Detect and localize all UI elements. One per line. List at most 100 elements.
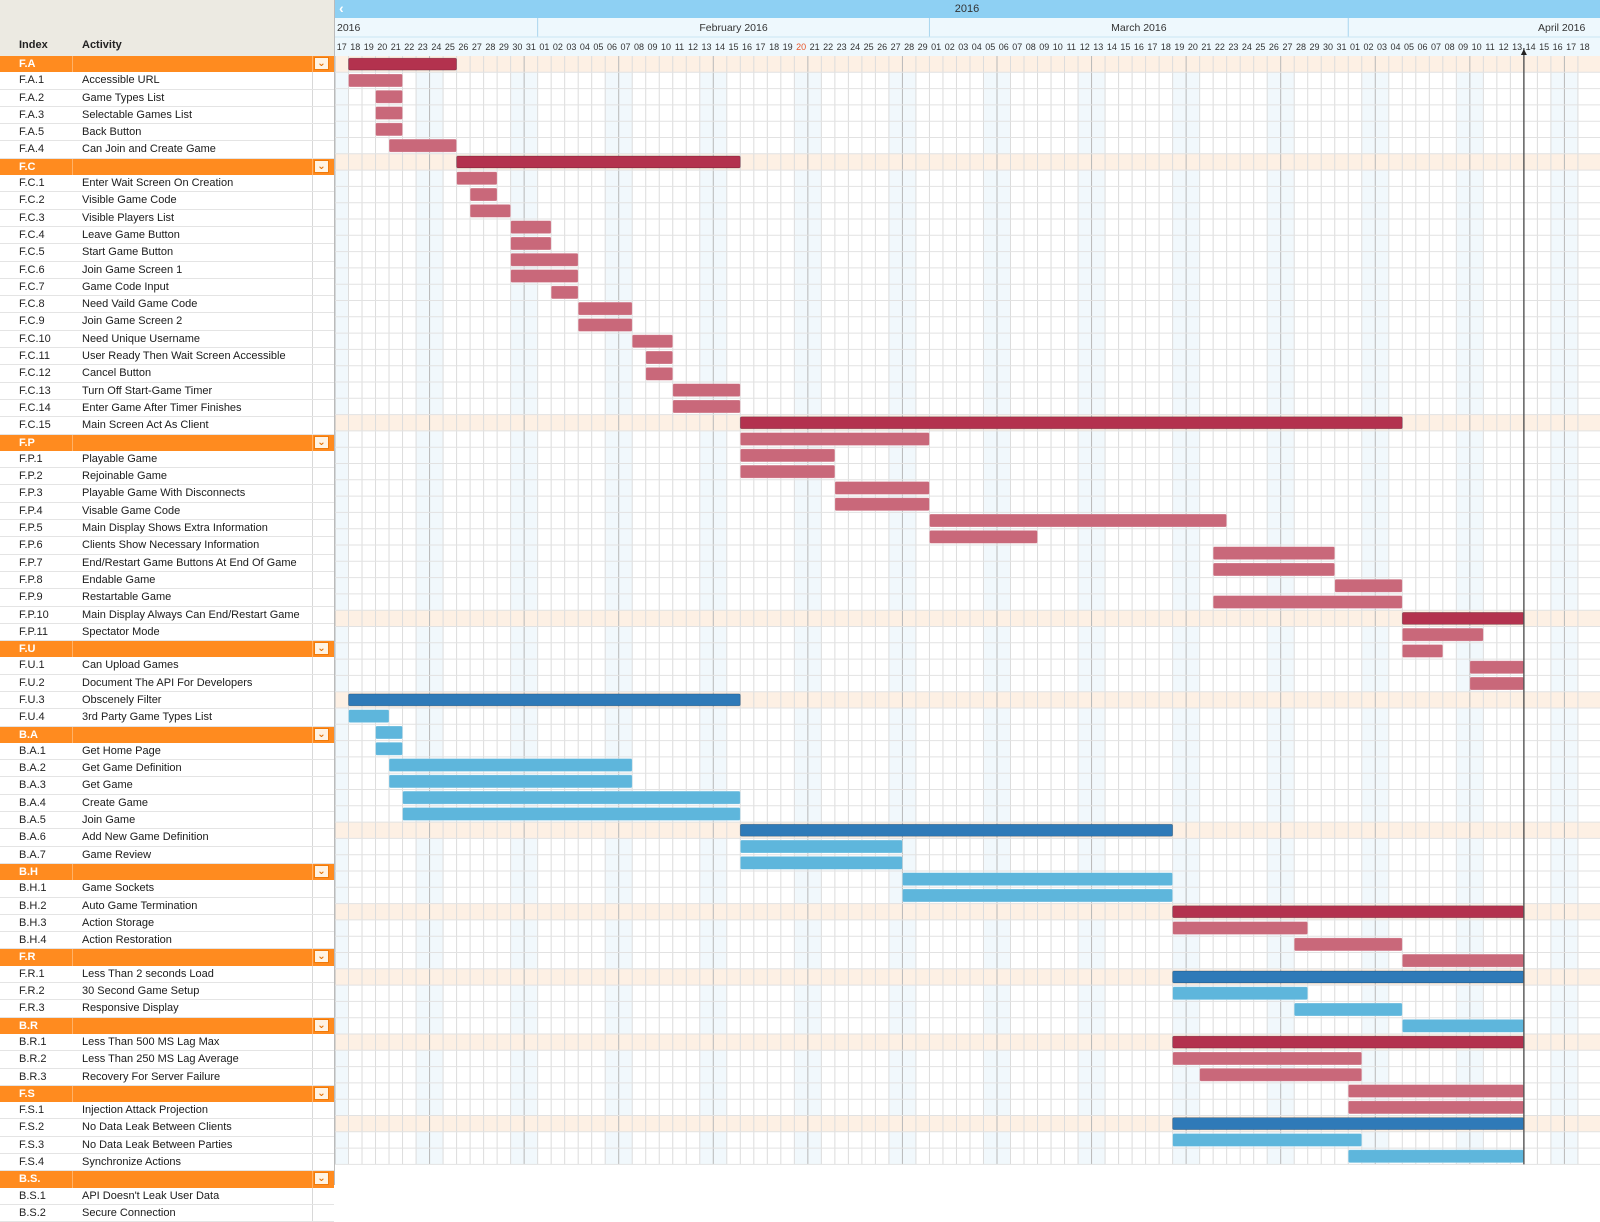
task-row[interactable]: F.C.10 Need Unique Username [0, 330, 334, 349]
task-bar[interactable] [672, 399, 741, 414]
task-row[interactable]: F.C.8 Need Vaild Game Code [0, 296, 334, 314]
task-row[interactable]: B.R.2 Less Than 250 MS Lag Average [0, 1051, 334, 1069]
task-row[interactable]: F.R.3 Responsive Display [0, 1000, 334, 1018]
task-bar[interactable] [1401, 953, 1525, 968]
group-row[interactable]: B.R ⌄ [0, 1017, 334, 1034]
task-row[interactable]: F.S.2 No Data Leak Between Clients [0, 1119, 334, 1137]
summary-bar[interactable] [1172, 1117, 1525, 1131]
task-bar[interactable] [672, 383, 741, 398]
task-bar[interactable] [1334, 578, 1403, 593]
task-row[interactable]: B.S.1 API Doesn't Leak User Data [0, 1187, 334, 1205]
task-row[interactable]: F.P.3 Playable Game With Disconnects [0, 485, 334, 503]
task-bar[interactable] [510, 236, 552, 251]
task-row[interactable]: B.A.3 Get Game [0, 777, 334, 795]
summary-bar[interactable] [1172, 905, 1525, 919]
task-bar[interactable] [929, 513, 1228, 528]
task-row[interactable]: F.C.11 User Ready Then Wait Screen Access… [0, 348, 334, 366]
task-bar[interactable] [348, 709, 390, 724]
task-bar[interactable] [1347, 1149, 1525, 1164]
task-row[interactable]: F.P.11 Spectator Mode [0, 623, 334, 642]
task-bar[interactable] [1172, 1051, 1363, 1066]
task-row[interactable]: F.P.10 Main Display Always Can End/Restar… [0, 606, 334, 624]
task-bar[interactable] [375, 122, 403, 137]
task-bar[interactable] [402, 807, 741, 821]
task-bar[interactable] [645, 350, 674, 365]
chevron-down-icon[interactable]: ⌄ [314, 1172, 329, 1186]
task-bar[interactable] [348, 73, 403, 88]
task-bar[interactable] [739, 432, 930, 446]
task-row[interactable]: F.R.2 30 Second Game Setup [0, 983, 334, 1001]
task-bar[interactable] [375, 89, 403, 104]
task-bar[interactable] [388, 774, 633, 789]
task-bar[interactable] [902, 872, 1174, 887]
task-row[interactable]: B.A.4 Create Game [0, 794, 334, 813]
task-bar[interactable] [834, 481, 930, 495]
task-bar[interactable] [739, 464, 836, 479]
task-row[interactable]: B.H.4 Action Restoration [0, 932, 334, 950]
summary-bar[interactable] [739, 823, 1174, 837]
chevron-down-icon[interactable]: ⌄ [314, 727, 329, 741]
task-bar[interactable] [375, 741, 403, 756]
task-row[interactable]: B.A.7 Game Review [0, 846, 334, 864]
index-column-header[interactable]: Index [19, 39, 48, 51]
group-row[interactable]: F.P ⌄ [0, 434, 334, 451]
task-bar[interactable] [1172, 986, 1309, 1001]
task-bar[interactable] [1401, 1018, 1525, 1033]
task-row[interactable]: F.C.13 Turn Off Start-Game Timer [0, 382, 334, 400]
task-row[interactable]: F.P.5 Main Display Shows Extra Informatio… [0, 520, 334, 538]
chevron-down-icon[interactable]: ⌄ [314, 57, 329, 70]
task-bar[interactable] [456, 171, 498, 186]
task-row[interactable]: B.H.2 Auto Game Termination [0, 897, 334, 915]
task-bar[interactable] [1212, 595, 1403, 609]
group-row[interactable]: F.S ⌄ [0, 1085, 334, 1103]
task-row[interactable]: F.P.4 Visable Game Code [0, 502, 334, 521]
summary-bar[interactable] [348, 57, 457, 71]
task-row[interactable]: F.C.4 Leave Game Button [0, 226, 334, 245]
chevron-down-icon[interactable]: ⌄ [314, 435, 329, 449]
task-bar[interactable] [834, 497, 930, 512]
task-bar[interactable] [1401, 627, 1484, 642]
task-row[interactable]: F.P.8 Endable Game [0, 571, 334, 590]
task-row[interactable]: B.A.5 Join Game [0, 812, 334, 830]
task-bar[interactable] [1401, 644, 1444, 658]
task-bar[interactable] [510, 252, 579, 267]
task-bar[interactable] [1347, 1100, 1525, 1115]
task-bar[interactable] [1199, 1067, 1363, 1082]
task-bar[interactable] [902, 888, 1174, 903]
chevron-down-icon[interactable]: ⌄ [314, 642, 329, 656]
task-bar[interactable] [402, 790, 741, 805]
task-bar[interactable] [469, 187, 498, 202]
task-row[interactable]: F.A.3 Selectable Games List [0, 106, 334, 125]
task-row[interactable]: F.C.6 Join Game Screen 1 [0, 261, 334, 279]
task-bar[interactable] [1293, 937, 1403, 952]
group-row[interactable]: F.C ⌄ [0, 158, 334, 176]
task-bar[interactable] [1172, 1133, 1363, 1147]
task-row[interactable]: F.U.4 3rd Party Game Types List [0, 709, 334, 727]
chevron-down-icon[interactable]: ⌄ [314, 950, 329, 964]
task-row[interactable]: B.H.1 Game Sockets [0, 880, 334, 898]
task-row[interactable]: B.A.1 Get Home Page [0, 742, 334, 761]
task-row[interactable]: F.U.1 Can Upload Games [0, 657, 334, 675]
task-row[interactable]: F.C.9 Join Game Screen 2 [0, 313, 334, 331]
task-row[interactable]: F.C.15 Main Screen Act As Client [0, 417, 334, 435]
task-row[interactable]: F.U.2 Document The API For Developers [0, 674, 334, 692]
task-row[interactable]: F.U.3 Obscenely Filter [0, 691, 334, 710]
task-bar[interactable] [388, 758, 633, 772]
chevron-down-icon[interactable]: ⌄ [314, 1086, 329, 1100]
task-bar[interactable] [929, 529, 1038, 544]
task-row[interactable]: B.A.2 Get Game Definition [0, 760, 334, 778]
task-row[interactable]: B.S.2 Secure Connection [0, 1204, 334, 1222]
group-row[interactable]: F.A ⌄ [0, 56, 334, 73]
group-row[interactable]: F.R ⌄ [0, 949, 334, 966]
task-row[interactable]: F.A.2 Game Types List [0, 89, 334, 107]
task-bar[interactable] [631, 334, 674, 349]
task-row[interactable]: F.P.7 End/Restart Game Buttons At End Of … [0, 554, 334, 572]
summary-bar[interactable] [1401, 611, 1525, 625]
chevron-down-icon[interactable]: ⌄ [314, 1018, 329, 1032]
task-bar[interactable] [375, 725, 403, 740]
task-bar[interactable] [1469, 660, 1525, 675]
task-row[interactable]: F.S.1 Injection Attack Projection [0, 1102, 334, 1120]
task-bar[interactable] [1293, 1002, 1403, 1017]
task-row[interactable]: F.P.9 Restartable Game [0, 589, 334, 607]
task-row[interactable]: F.C.7 Game Code Input [0, 278, 334, 297]
